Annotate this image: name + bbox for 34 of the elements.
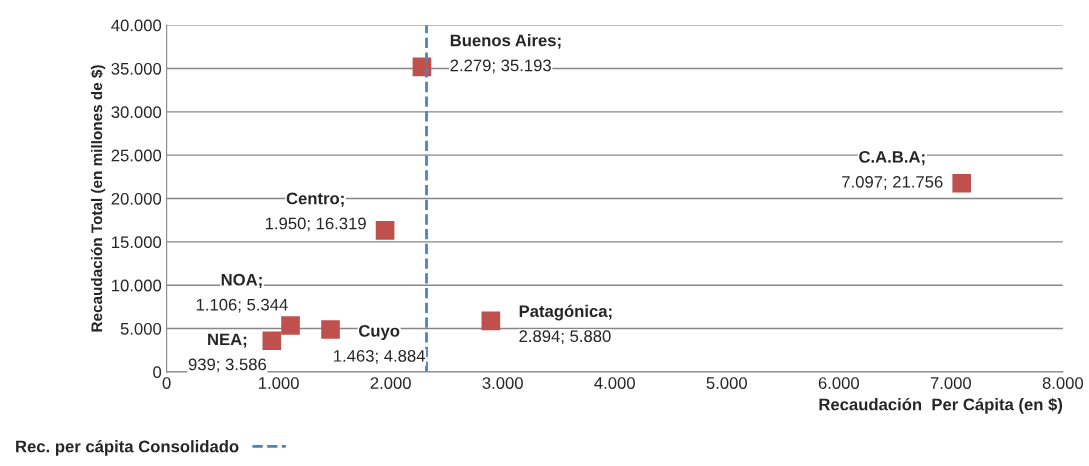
x-tick-label: 5.000	[706, 377, 747, 389]
y-tick-label: 20.000	[111, 192, 162, 205]
x-tick-label: 7.000	[930, 377, 972, 389]
point	[375, 221, 395, 240]
annotation: NOA; 1.106; 5.344	[196, 273, 288, 313]
x-tick-label: 0	[162, 377, 171, 389]
y-tick-label: 25.000	[111, 149, 162, 162]
point	[321, 320, 340, 339]
annotation: NEA; 939; 3.586	[188, 333, 267, 373]
annotation: Cuyo 1.463; 4.884	[334, 324, 425, 364]
x-tick-label: 3.000	[482, 377, 523, 389]
point	[281, 316, 300, 335]
point	[481, 311, 501, 331]
y-tick-label: 5.000	[120, 322, 162, 335]
x-tick-label: 1.000	[259, 377, 299, 389]
point	[262, 331, 282, 351]
legend-label: Rec. per cápita Consolidado	[16, 439, 239, 456]
y-tick-label: 15.000	[112, 236, 162, 249]
x-tick-label: 6.000	[818, 377, 860, 389]
x-tick-label: 4.000	[594, 377, 635, 389]
annotation: Centro; 1.950; 16.319	[265, 192, 366, 232]
x-axis-title: Recaudación Per Cápita (en $)	[819, 397, 1063, 414]
annotation: Buenos Aires; 2.279; 35.193	[450, 34, 561, 74]
y-tick-label: 35.000	[111, 62, 162, 75]
y-axis-title: Recaudación Total (en millones de $)	[90, 65, 106, 332]
annotation: Patagónica; 2.894; 5.880	[519, 304, 612, 345]
x-tick-label: 2.000	[370, 377, 411, 389]
annotation: C.A.B.A; 7.097; 21.756	[842, 150, 943, 190]
y-tick-label: 30.000	[111, 106, 162, 119]
x-tick-label: 8.000	[1042, 377, 1084, 389]
y-tick-label: 40.000	[111, 19, 162, 32]
point	[952, 173, 972, 193]
y-tick-label: 10.000	[112, 279, 162, 292]
y-tick-label: 0	[153, 366, 162, 379]
